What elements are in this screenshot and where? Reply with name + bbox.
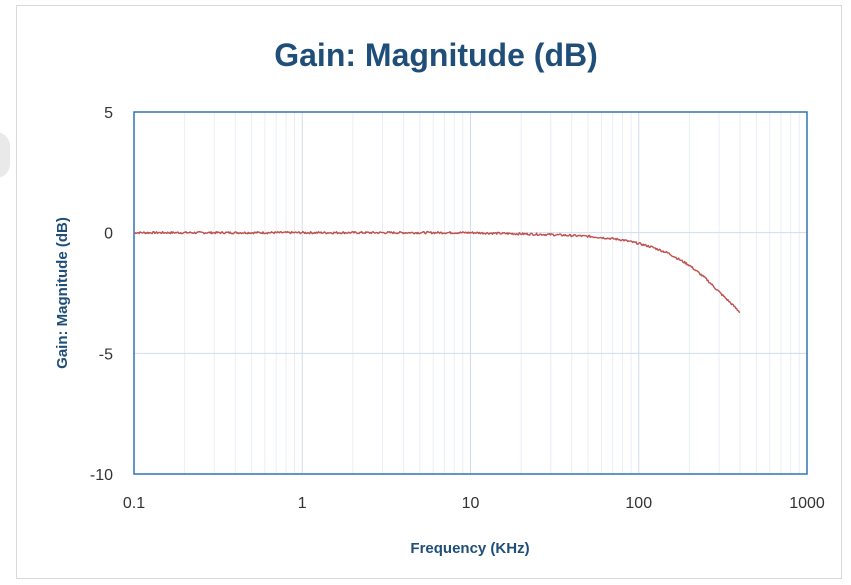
y-tick-label: -10 <box>90 467 113 484</box>
series-line <box>133 230 741 314</box>
x-axis: 0.1 1 10 100 1000 <box>123 495 825 512</box>
y-tick-label: -5 <box>99 346 113 363</box>
series-layer <box>133 230 741 314</box>
x-tick-label: 10 <box>462 495 480 512</box>
chart-title: Gain: Magnitude (dB) <box>274 37 598 73</box>
plot-area <box>133 111 808 475</box>
y-tick-label: 0 <box>104 226 113 243</box>
y-axis: 5 0 -5 -10 <box>90 105 113 484</box>
x-tick-label: 100 <box>625 495 652 512</box>
x-tick-label: 0.1 <box>123 495 145 512</box>
grid <box>133 111 808 475</box>
decorative-shape <box>0 132 10 178</box>
x-tick-label: 1000 <box>789 495 825 512</box>
x-tick-label: 1 <box>298 495 307 512</box>
y-axis-label: Gain: Magnitude (dB) <box>54 217 71 369</box>
y-tick-label: 5 <box>104 105 113 122</box>
x-axis-label: Frequency (KHz) <box>410 540 529 557</box>
chart-area <box>16 5 842 579</box>
